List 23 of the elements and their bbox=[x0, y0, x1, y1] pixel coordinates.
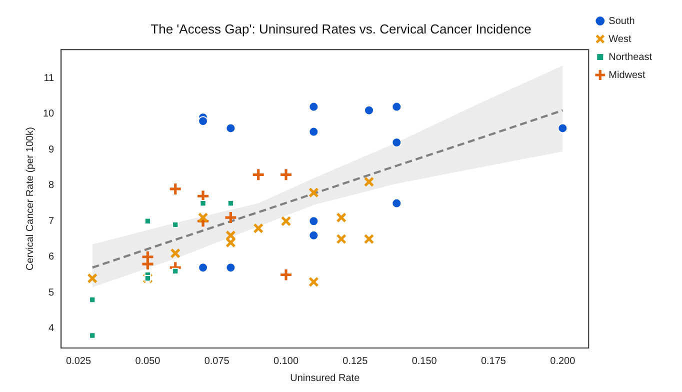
legend-label: South bbox=[608, 16, 635, 27]
x-tick-label: 0.125 bbox=[342, 356, 368, 367]
x-tick-label: 0.050 bbox=[135, 356, 161, 367]
chart-title: The 'Access Gap': Uninsured Rates vs. Cervical Cancer Incidence bbox=[150, 21, 532, 36]
y-tick-label: 5 bbox=[48, 287, 55, 298]
y-tick-label: 9 bbox=[48, 144, 55, 156]
x-tick-label: 0.075 bbox=[204, 356, 230, 367]
y-tick-label: 7 bbox=[48, 216, 55, 227]
x-tick-label: 0.175 bbox=[480, 356, 506, 367]
x-tick-label: 0.100 bbox=[274, 356, 299, 367]
y-tick-label: 6 bbox=[48, 252, 55, 263]
y-axis-title: Cervical Cancer Rate (per 100k) bbox=[24, 127, 36, 270]
x-tick-label: 0.025 bbox=[66, 356, 92, 367]
x-axis-title: Uninsured Rate bbox=[290, 372, 360, 384]
y-tick-label: 4 bbox=[48, 323, 55, 334]
x-tick-label: 0.150 bbox=[412, 356, 438, 367]
legend-label: Northeast bbox=[608, 52, 652, 63]
y-tick-label: 11 bbox=[44, 72, 55, 84]
legend-label: Midwest bbox=[608, 70, 646, 81]
legend-label: West bbox=[608, 34, 632, 45]
y-tick-label: 10 bbox=[43, 108, 55, 120]
x-tick-label: 0.200 bbox=[550, 356, 576, 367]
y-tick-label: 8 bbox=[48, 180, 55, 192]
